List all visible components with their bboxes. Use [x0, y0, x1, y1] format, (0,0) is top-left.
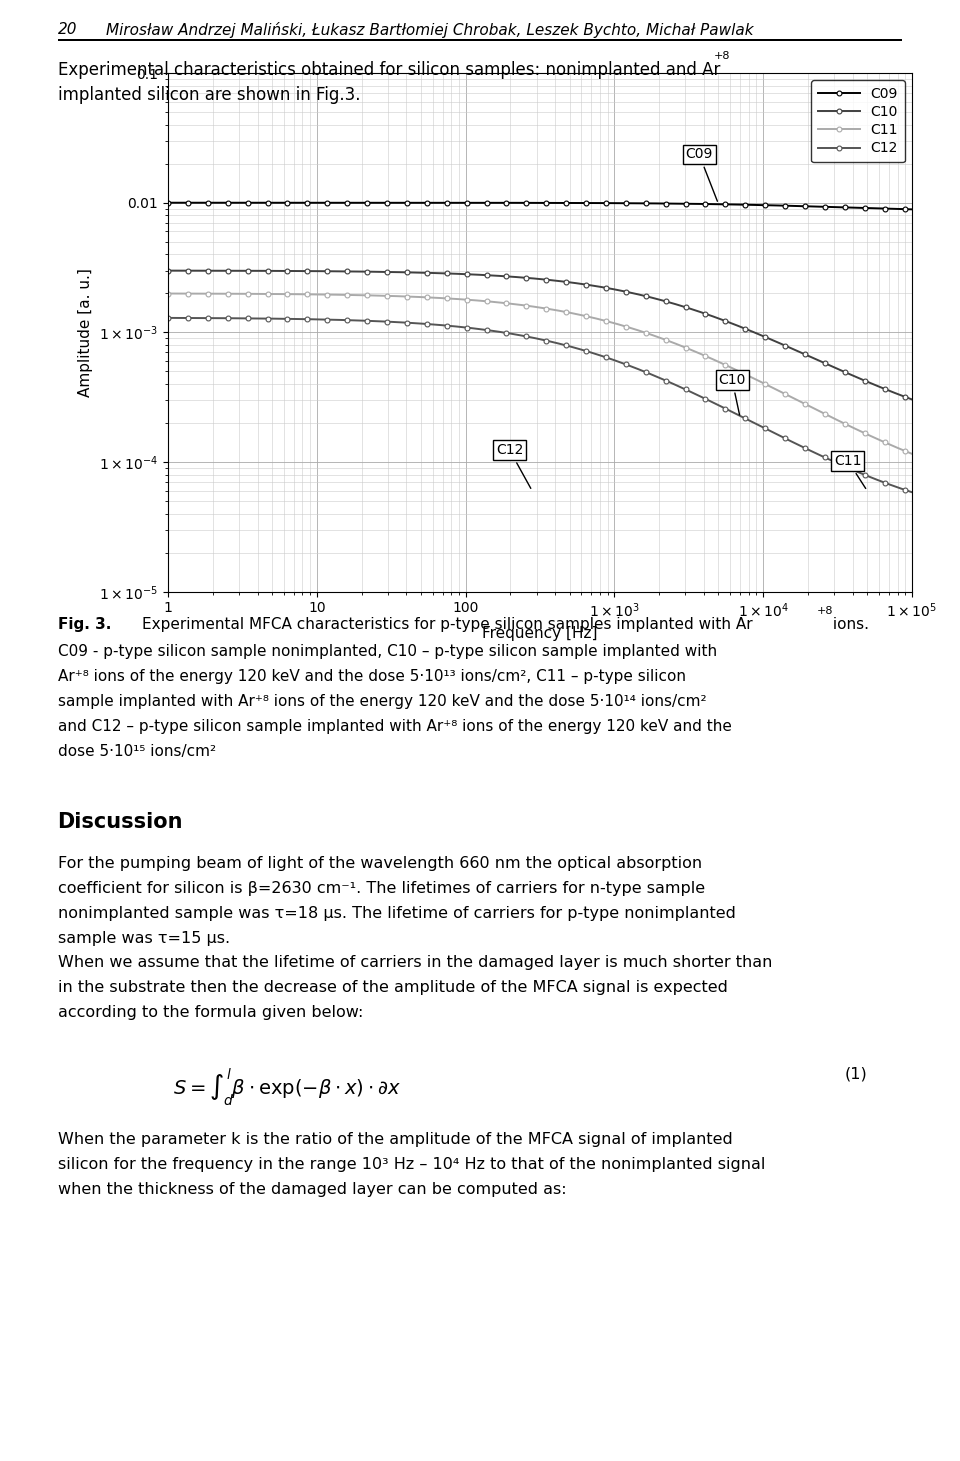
Text: coefficient for silicon is β=2630 cm⁻¹. The lifetimes of carriers for n-type sam: coefficient for silicon is β=2630 cm⁻¹. … — [58, 881, 705, 896]
Text: Experimental characteristics obtained for silicon samples: nonimplanted and Ar: Experimental characteristics obtained fo… — [58, 61, 720, 79]
Text: and C12 – p-type silicon sample implanted with Ar⁺⁸ ions of the energy 120 keV a: and C12 – p-type silicon sample implante… — [58, 719, 732, 733]
Text: 20: 20 — [58, 22, 77, 37]
Text: When the parameter k is the ratio of the amplitude of the MFCA signal of implant: When the parameter k is the ratio of the… — [58, 1132, 732, 1147]
X-axis label: Frequency [Hz]: Frequency [Hz] — [482, 625, 598, 640]
Text: according to the formula given below:: according to the formula given below: — [58, 1005, 363, 1020]
Text: nonimplanted sample was τ=18 μs. The lifetime of carriers for p-type nonimplante: nonimplanted sample was τ=18 μs. The lif… — [58, 906, 735, 920]
Text: sample was τ=15 μs.: sample was τ=15 μs. — [58, 931, 229, 945]
Text: When we assume that the lifetime of carriers in the damaged layer is much shorte: When we assume that the lifetime of carr… — [58, 955, 772, 970]
Text: Fig. 3.: Fig. 3. — [58, 617, 111, 631]
Text: implanted silicon are shown in Fig.3.: implanted silicon are shown in Fig.3. — [58, 86, 360, 104]
Text: sample implanted with Ar⁺⁸ ions of the energy 120 keV and the dose 5·10¹⁴ ions/c: sample implanted with Ar⁺⁸ ions of the e… — [58, 694, 707, 709]
Text: dose 5·10¹⁵ ions/cm²: dose 5·10¹⁵ ions/cm² — [58, 744, 216, 758]
Text: Experimental MFCA characteristics for p-type silicon samples implanted with Ar: Experimental MFCA characteristics for p-… — [142, 617, 753, 631]
Text: +8: +8 — [817, 606, 833, 617]
Text: C11: C11 — [834, 454, 866, 488]
Y-axis label: Amplitude [a. u.]: Amplitude [a. u.] — [79, 267, 93, 397]
Text: Discussion: Discussion — [58, 812, 183, 833]
Text: in the substrate then the decrease of the amplitude of the MFCA signal is expect: in the substrate then the decrease of th… — [58, 980, 728, 995]
Legend: C09, C10, C11, C12: C09, C10, C11, C12 — [811, 80, 905, 162]
Text: Mirosław Andrzej Maliński, Łukasz Bartłomiej Chrobak, Leszek Bychto, Michał Pawl: Mirosław Andrzej Maliński, Łukasz Bartło… — [106, 22, 754, 38]
Text: C12: C12 — [496, 443, 531, 488]
Text: For the pumping beam of light of the wavelength 660 nm the optical absorption: For the pumping beam of light of the wav… — [58, 856, 702, 871]
Text: when the thickness of the damaged layer can be computed as:: when the thickness of the damaged layer … — [58, 1182, 566, 1197]
Text: ions.: ions. — [828, 617, 869, 631]
Text: C10: C10 — [718, 373, 746, 415]
Text: C09: C09 — [685, 148, 717, 202]
Text: (1): (1) — [845, 1067, 868, 1081]
Text: $S = \int_{d}^{l} \beta \cdot \exp(-\beta \cdot x) \cdot \partial x$: $S = \int_{d}^{l} \beta \cdot \exp(-\bet… — [173, 1067, 401, 1107]
Text: C09 - p-type silicon sample nonimplanted, C10 – p-type silicon sample implanted : C09 - p-type silicon sample nonimplanted… — [58, 644, 717, 659]
Text: silicon for the frequency in the range 10³ Hz – 10⁴ Hz to that of the nonimplant: silicon for the frequency in the range 1… — [58, 1157, 765, 1172]
Text: +8: +8 — [714, 51, 731, 61]
Text: Ar⁺⁸ ions of the energy 120 keV and the dose 5·10¹³ ions/cm², C11 – p-type silic: Ar⁺⁸ ions of the energy 120 keV and the … — [58, 669, 685, 684]
